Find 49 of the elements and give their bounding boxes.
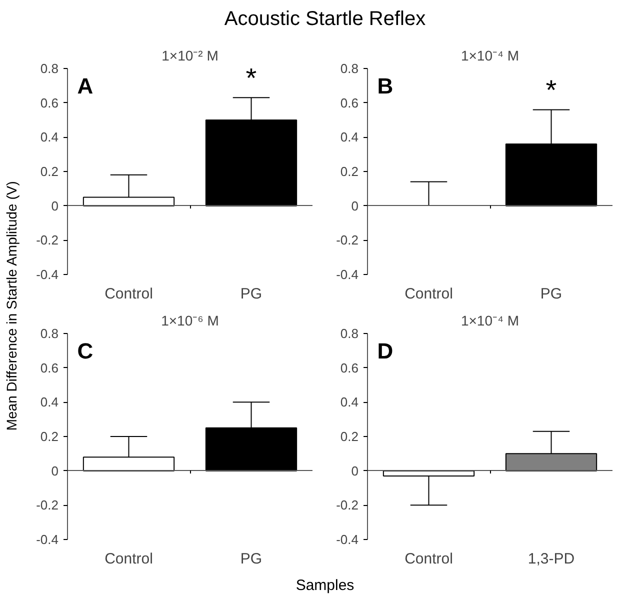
chart-title: Acoustic Startle Reflex [224, 7, 426, 32]
y-tick-label: 0.4 [340, 394, 359, 410]
y-tick-label: 0 [351, 198, 359, 214]
x-tick-label: Control [104, 550, 153, 568]
y-tick-label: 0.8 [40, 61, 59, 76]
chart-subtitle: 1×10⁻⁴ M [460, 48, 520, 64]
y-tick-label: 0.6 [340, 360, 359, 376]
annotation: D [377, 338, 394, 364]
annotation: B [377, 74, 394, 99]
annotation: * [546, 74, 557, 106]
y-tick-label: 0.2 [40, 429, 59, 444]
y-tick-label: 0.4 [340, 130, 359, 145]
y-tick-label: 0.4 [40, 130, 59, 145]
y-tick-label: -0.2 [336, 498, 359, 513]
y-tick-label: -0.2 [36, 232, 59, 248]
y-tick-label: 0.8 [40, 326, 59, 341]
y-tick-label: 0.2 [340, 429, 359, 444]
x-tick-label: Control [404, 286, 453, 302]
x-tick-label: PG [240, 550, 262, 568]
annotation: C [77, 338, 94, 364]
x-axis-title: Samples [296, 576, 354, 596]
y-tick-label: 0.6 [40, 95, 59, 110]
y-tick-label: 0.8 [340, 61, 359, 76]
x-tick-label: Control [404, 550, 453, 568]
y-tick-label: -0.4 [36, 532, 59, 547]
annotation: A [77, 74, 94, 99]
y-tick-label: 0.4 [40, 394, 59, 410]
x-tick-label: Control [104, 286, 153, 302]
y-tick-label: -0.2 [36, 498, 59, 513]
y-tick-label: 0.6 [40, 360, 59, 376]
y-tick-label: 0.2 [40, 164, 59, 179]
y-tick-label: 0 [51, 198, 59, 214]
y-tick-label: 0 [351, 463, 359, 478]
x-tick-label: 1,3-PD [528, 550, 575, 568]
x-tick-label: PG [240, 286, 262, 302]
chart-subtitle: 1×10⁻⁴ M [460, 312, 520, 328]
y-tick-label: 0.6 [340, 95, 359, 110]
chart-subtitle: 1×10⁻² M [162, 48, 218, 64]
chart-subtitle: 1×10⁻⁶ M [161, 312, 219, 328]
y-tick-label: 0.2 [340, 164, 359, 179]
y-tick-label: -0.4 [336, 267, 359, 282]
y-tick-label: -0.4 [336, 532, 359, 547]
y-tick-label: 0.8 [340, 326, 359, 341]
y-tick-label: 0 [51, 463, 59, 478]
annotation: * [246, 62, 257, 94]
y-tick-label: -0.2 [336, 232, 359, 248]
y-tick-label: -0.4 [36, 267, 59, 282]
x-tick-label: PG [540, 286, 562, 302]
y-axis-title: Mean Difference in Startle Amplitude (V) [4, 181, 20, 431]
